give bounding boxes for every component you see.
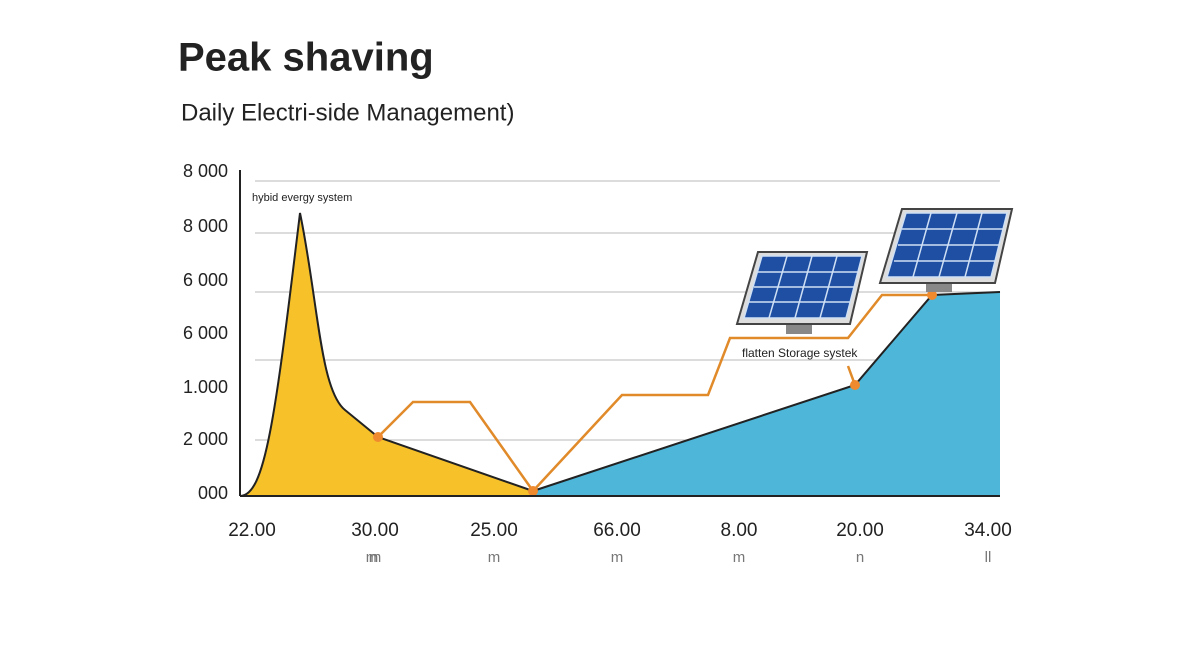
points <box>373 290 937 496</box>
y-tick-label: 6 000 <box>183 323 228 343</box>
x-tick-label: 34.00 <box>964 520 1012 541</box>
chart-subtitle: Daily Electri-side Management) <box>181 99 514 126</box>
x-sublabel: m <box>611 549 624 566</box>
x-tick-label: 66.00 <box>593 520 641 541</box>
solar-panel <box>878 208 1014 292</box>
x-sublabel: m <box>488 549 501 566</box>
x-sublabel: ll <box>985 549 992 566</box>
storage-edge <box>532 291 1001 492</box>
storage-area <box>533 292 1000 496</box>
solar-panel <box>735 251 869 334</box>
y-tick-label: 8 000 <box>183 216 228 236</box>
x-tick-label: 30.00 <box>351 520 399 541</box>
y-tick-label: 8 000 <box>183 161 228 181</box>
annotation: flatten Storage systek <box>742 346 858 360</box>
x-sublabel: n <box>856 549 864 566</box>
y-tick-label: 6 000 <box>183 270 228 290</box>
x-sublabel: m <box>366 549 379 566</box>
y-tick-label: 2 000 <box>183 429 228 449</box>
annotation: hybid evergy system <box>252 192 352 204</box>
x-tick-label: 25.00 <box>470 520 518 541</box>
y-tick-label: 000 <box>198 483 228 503</box>
x-sublabel: m <box>369 549 382 566</box>
x-sublabel: m <box>733 549 746 566</box>
x-tick-label: 8.00 <box>721 520 758 541</box>
peak-area <box>239 212 534 497</box>
x-tick-label: 20.00 <box>836 520 884 541</box>
chart-title: Peak shaving <box>178 36 434 80</box>
x-tick-label: 22.00 <box>228 520 276 541</box>
y-tick-label: 1.000 <box>183 377 228 397</box>
